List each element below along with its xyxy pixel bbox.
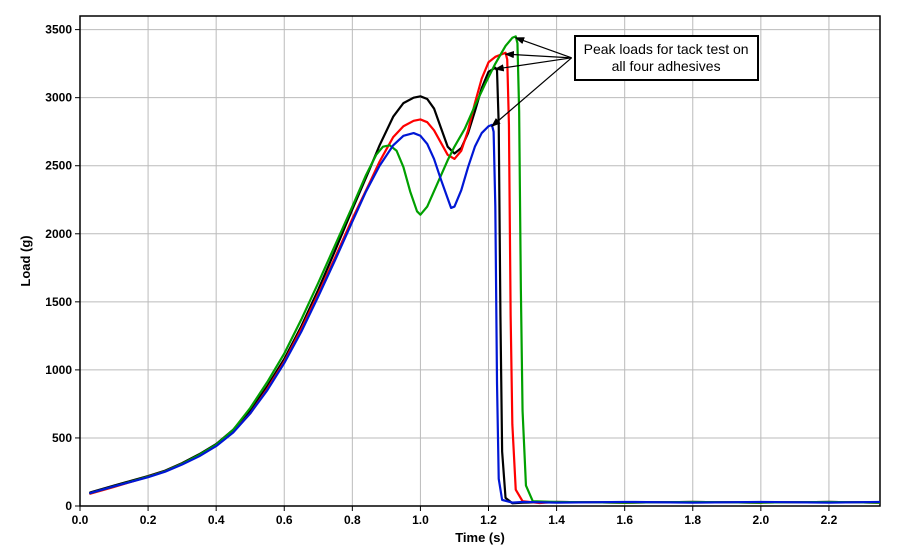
chart-container: 0.0 0.2 0.4 0.6 0.8 1.0 1.2 1.4 1.6 1.8 2.0 2.2 0 500… [0,0,900,550]
svg-text:2000: 2000 [45,227,72,241]
svg-text:1500: 1500 [45,295,72,309]
svg-text:0: 0 [65,499,72,513]
svg-text:0.6: 0.6 [276,513,293,527]
svg-text:1.6: 1.6 [616,513,633,527]
svg-text:1.4: 1.4 [548,513,565,527]
svg-text:2.0: 2.0 [753,513,770,527]
svg-text:500: 500 [52,431,72,445]
svg-text:3000: 3000 [45,91,72,105]
svg-text:0.8: 0.8 [344,513,361,527]
svg-text:2.2: 2.2 [821,513,838,527]
annotation-line-2: all four adhesives [612,58,721,74]
svg-text:Time (s): Time (s) [455,530,505,545]
peak-loads-annotation: Peak loads for tack test on all four adh… [574,35,759,81]
svg-text:Load (g): Load (g) [18,235,33,286]
svg-text:0.0: 0.0 [72,513,89,527]
annotation-line-1: Peak loads for tack test on [584,41,749,57]
svg-text:3500: 3500 [45,23,72,37]
svg-text:0.2: 0.2 [140,513,157,527]
svg-text:1.8: 1.8 [684,513,701,527]
svg-text:1.2: 1.2 [480,513,497,527]
svg-text:0.4: 0.4 [208,513,225,527]
svg-text:1000: 1000 [45,363,72,377]
svg-text:2500: 2500 [45,159,72,173]
svg-text:1.0: 1.0 [412,513,429,527]
load-vs-time-chart: 0.0 0.2 0.4 0.6 0.8 1.0 1.2 1.4 1.6 1.8 2.0 2.2 0 500… [0,0,900,550]
